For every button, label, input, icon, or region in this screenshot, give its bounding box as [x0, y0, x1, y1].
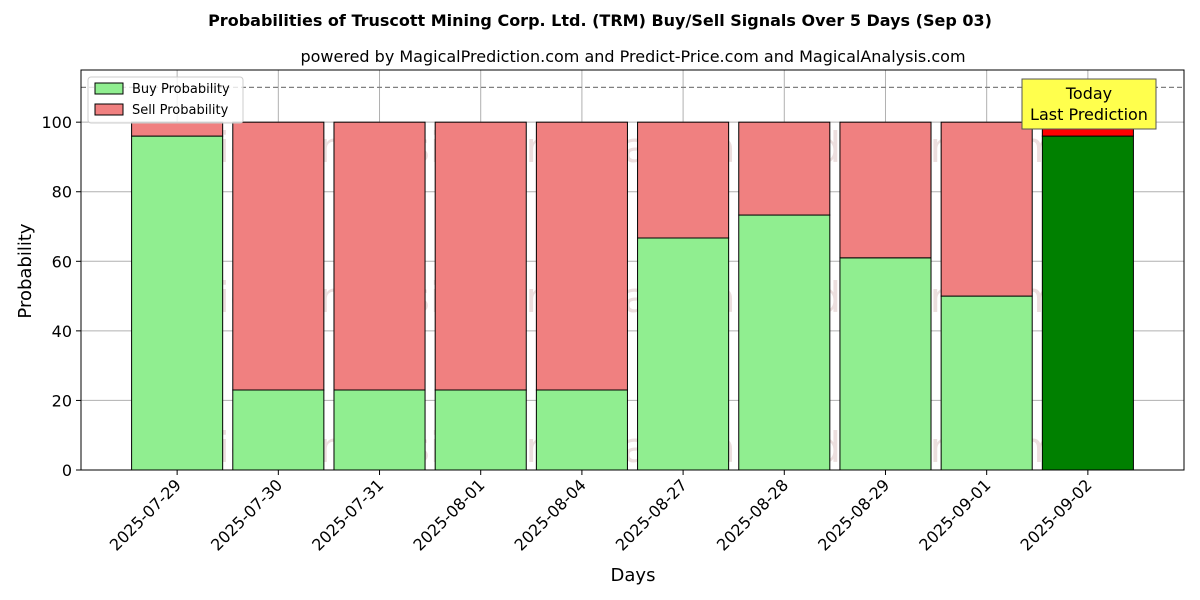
annotation-box — [1021, 78, 1157, 130]
x-tick-label: 2025-08-01 — [409, 475, 488, 554]
x-tick-label: 2025-08-27 — [612, 475, 691, 554]
x-tick-label: 2025-07-29 — [106, 475, 185, 554]
today-annotation: Today Last Prediction — [1021, 78, 1157, 130]
bar-sell — [738, 121, 831, 216]
legend-label-sell: Sell Probability — [132, 103, 229, 118]
legend-swatch-sell — [94, 103, 124, 116]
bar-sell — [333, 121, 426, 391]
x-axis-label: Days — [611, 565, 656, 586]
bar-buy — [232, 389, 325, 471]
chart-subtitle: powered by MagicalPrediction.com and Pre… — [300, 47, 965, 66]
annotation-line1: Today — [1065, 84, 1112, 103]
legend-frame — [87, 76, 244, 124]
bar-buy — [839, 257, 932, 471]
y-tick-label: 60 — [52, 252, 72, 271]
x-tick-label: 2025-09-02 — [1017, 475, 1096, 554]
x-tick-label: 2025-08-28 — [713, 475, 792, 554]
bar-sell — [839, 121, 932, 259]
y-tick-label: 40 — [52, 322, 72, 341]
legend-label-buy: Buy Probability — [132, 82, 230, 97]
bar-buy — [940, 295, 1033, 471]
bar-buy — [333, 389, 426, 471]
bar-sell — [637, 121, 730, 239]
bar-sell — [131, 121, 224, 137]
bar-buy — [434, 389, 527, 471]
annotation-line2: Last Prediction — [1030, 105, 1148, 124]
bar-buy — [1041, 135, 1134, 471]
plot-frame — [80, 69, 1185, 471]
x-tick-label: 2025-08-04 — [511, 475, 590, 554]
bar-buy — [131, 135, 224, 471]
legend-swatch-buy — [94, 82, 124, 95]
y-tick-label: 100 — [41, 113, 72, 132]
bar-buy — [637, 237, 730, 471]
x-tick-label: 2025-07-30 — [207, 475, 286, 554]
y-tick-label: 0 — [62, 461, 72, 480]
chart-title: Probabilities of Truscott Mining Corp. L… — [208, 11, 992, 30]
bar-sell — [232, 121, 325, 391]
y-tick-label: 20 — [52, 391, 72, 410]
bar-buy — [535, 389, 628, 471]
bar-buy — [738, 214, 831, 471]
bar-sell — [434, 121, 527, 391]
x-tick-label: 2025-08-29 — [814, 475, 893, 554]
y-axis-label: Probability — [15, 223, 36, 318]
x-tick-label: 2025-07-31 — [308, 475, 387, 554]
bar-sell — [535, 121, 628, 391]
bar-sell — [940, 121, 1033, 297]
legend: Buy Probability Sell Probability — [87, 76, 244, 124]
x-tick-label: 2025-09-01 — [915, 475, 994, 554]
y-tick-label: 80 — [52, 183, 72, 202]
